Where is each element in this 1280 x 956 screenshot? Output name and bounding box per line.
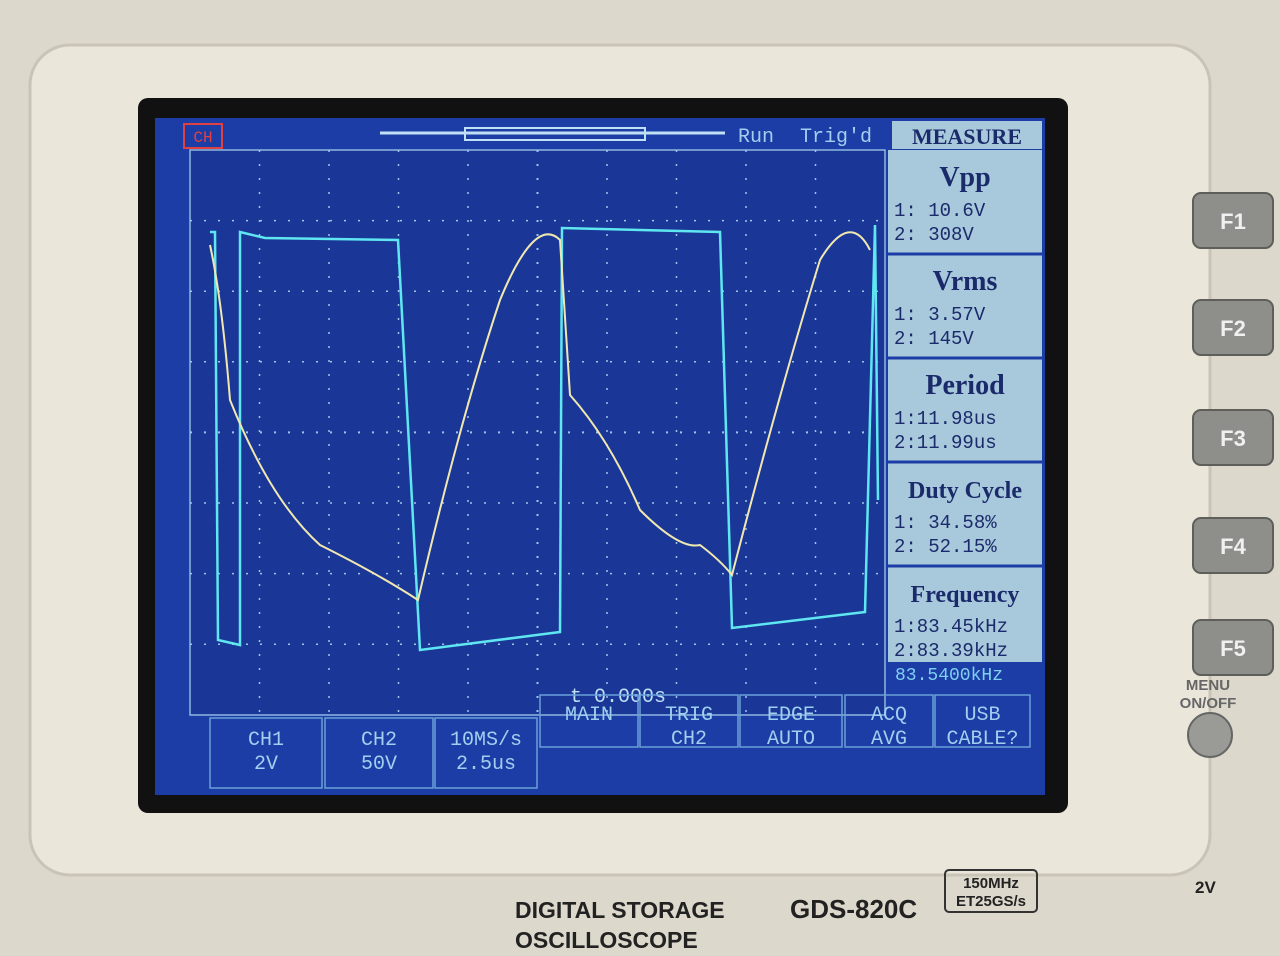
function-key[interactable] [1192,619,1274,676]
scroll-window [464,127,646,141]
function-key[interactable] [1192,517,1274,574]
softkey-box[interactable] [209,717,323,789]
ch2-value: 2:83.39kHz [894,640,1008,662]
ch1-waveform [209,231,871,602]
labels: CH Run Trig'd MEASURE Vpp 1: 10.6V2: 308V Vrms… [193,124,1274,953]
function-key[interactable] [1192,409,1274,466]
measure-name[interactable]: Frequency [911,582,1020,608]
function-key[interactable] [1192,299,1274,356]
softkey-label: CH2 [361,729,397,752]
function-key-label[interactable]: F5 [1220,636,1246,661]
measure-name[interactable]: Vpp [939,162,990,193]
function-key-label[interactable]: F2 [1220,316,1246,341]
softkey-box[interactable] [639,694,739,748]
channel-box [183,123,223,149]
softkey-box[interactable] [539,694,639,748]
spec: 150MHz [963,875,1019,892]
trigger-frequency: 83.5400kHz [895,666,1003,686]
softkey-box[interactable] [739,694,843,748]
ch1-value: 1: 10.6V [894,200,986,222]
softkey-label: CH2 [671,728,707,751]
function-key-label[interactable]: F1 [1220,209,1246,234]
run-state: Run [738,126,774,149]
softkey-label: USB [964,704,1000,727]
softkey-box[interactable] [844,694,934,748]
softkey-box[interactable] [434,717,538,789]
measure-panel [888,150,1042,662]
measure-name[interactable]: Period [925,370,1005,401]
time-offset: t 0.000s [570,686,666,709]
channel-indicator: CH [193,129,212,147]
ch1-value: 1: 34.58% [894,512,997,534]
ch1-value: 1: 3.57V [894,304,986,326]
softkey-box[interactable] [934,694,1031,748]
panel-label: OSCILLOSCOPE [515,927,698,953]
softkey-box[interactable] [324,717,434,789]
ch1-value: 1:83.45kHz [894,616,1008,638]
ch2-value: 2:11.99us [894,432,997,454]
softkey-label: 50V [361,753,397,776]
panel-label: DIGITAL STORAGE [515,897,725,923]
probe-comp: 2V [1195,878,1216,897]
function-key[interactable] [1192,192,1274,249]
spec: ET25GS/s [956,893,1026,910]
ch2-value: 2: 52.15% [894,536,997,558]
measure-name[interactable]: Vrms [933,266,998,297]
trigger-state: Trig'd [800,126,872,149]
ch1-value: 1:11.98us [894,408,997,430]
softkey-label: AVG [871,728,907,751]
spec-box [944,869,1038,913]
ch2-value: 2: 308V [894,224,974,246]
softkey-label: CH1 [248,729,284,752]
softkey-label: MAIN [565,704,613,727]
menu-knob[interactable] [1187,712,1233,758]
menu-label: MENU [1186,677,1230,694]
measure-name[interactable]: Duty Cycle [908,478,1022,504]
menu-title: MEASURE [912,124,1022,149]
softkey-label: CABLE? [946,728,1018,751]
ch2-waveform [210,224,880,652]
ch2-value: 2: 145V [894,328,974,350]
function-key-label[interactable]: F3 [1220,426,1246,451]
softkey-label: 10MS/s [450,729,522,752]
menu-label: ON/OFF [1180,695,1237,712]
softkey-label: 2.5us [456,753,516,776]
measure-header [892,121,1042,149]
model: GDS-820C [790,894,917,924]
softkey-label: 2V [254,753,278,776]
softkey-label: EDGE [767,704,815,727]
softkey-label: TRIG [665,704,713,727]
softkey-label: ACQ [871,704,907,727]
softkey-label: AUTO [767,728,815,751]
function-key-label[interactable]: F4 [1220,534,1246,559]
